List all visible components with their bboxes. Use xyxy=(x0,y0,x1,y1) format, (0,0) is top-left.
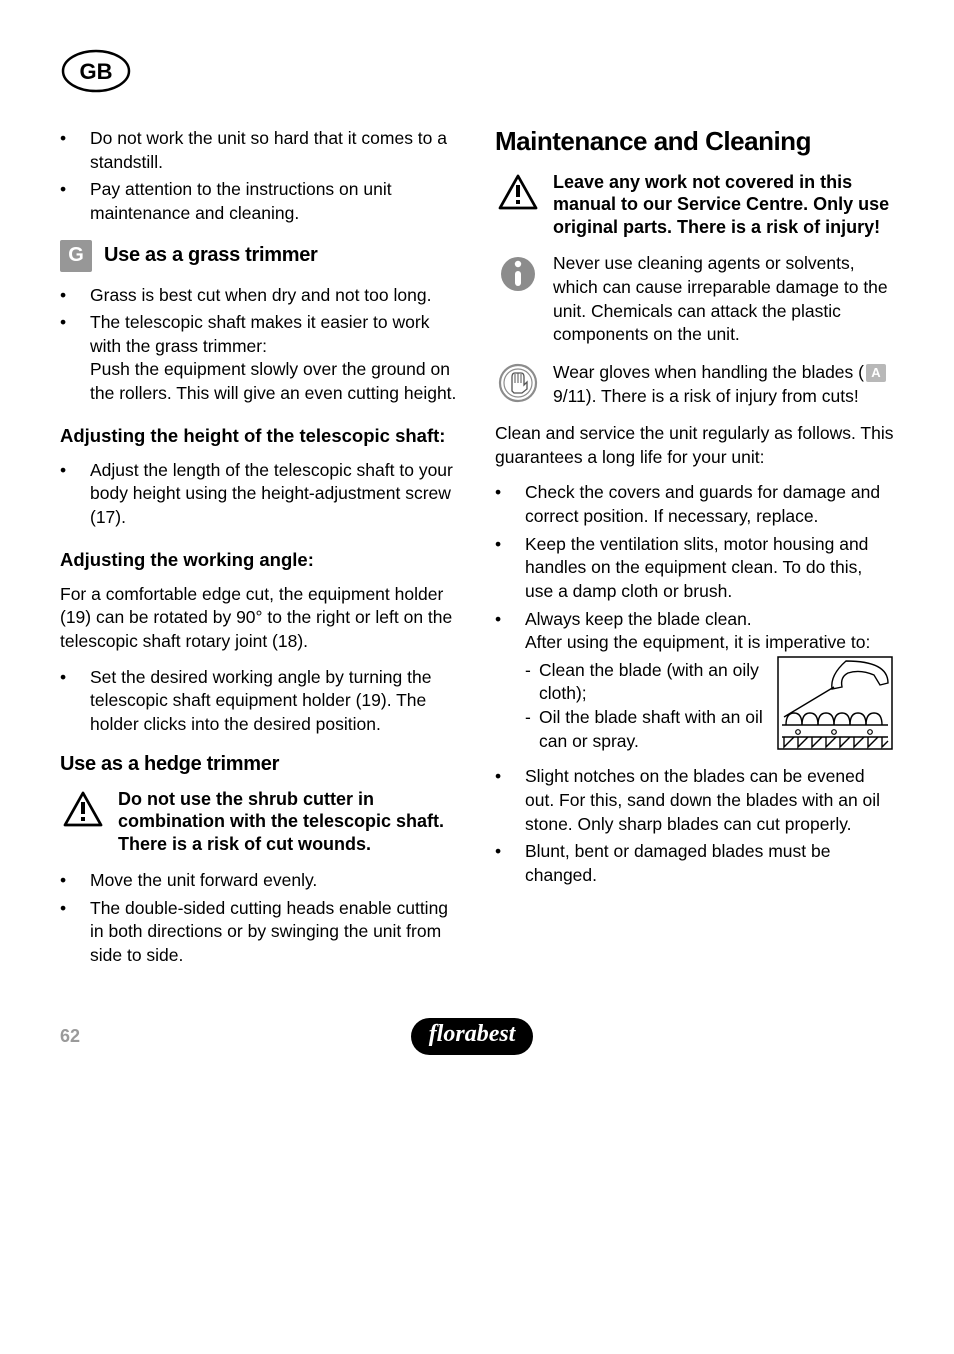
bullet-text: Pay attention to the instructions on uni… xyxy=(90,178,459,225)
warning-text: Leave any work not covered in this manua… xyxy=(553,171,894,239)
warning-block: Leave any work not covered in this manua… xyxy=(495,171,894,239)
content-columns: •Do not work the unit so hard that it co… xyxy=(60,127,894,982)
hedge-bullets: •Move the unit forward evenly. •The doub… xyxy=(60,869,459,968)
right-column: Maintenance and Cleaning Leave any work … xyxy=(495,127,894,982)
section-heading: G Use as a grass trimmer xyxy=(60,240,459,272)
dash-text: Clean the blade (with an oily cloth); xyxy=(539,659,768,706)
bullet-text: Slight notches on the blades can be even… xyxy=(525,765,894,836)
section-title: Use as a grass trimmer xyxy=(104,242,318,269)
svg-text:GB: GB xyxy=(80,59,113,84)
subheading: Adjusting the height of the telesco­pic … xyxy=(60,424,459,447)
bullet-text: The telescopic shaft makes it easier to … xyxy=(90,311,459,406)
subheading: Adjusting the working angle: xyxy=(60,548,459,571)
warning-text: Do not use the shrub cutter in combinati… xyxy=(118,788,459,856)
adj-angle-bullets: •Set the desired working angle by turn­i… xyxy=(60,666,459,737)
bullet-text: Keep the ventilation slits, motor hous­i… xyxy=(525,533,894,604)
left-column: •Do not work the unit so hard that it co… xyxy=(60,127,459,982)
warning-icon xyxy=(495,171,541,239)
warning-block: Do not use the shrub cutter in combinati… xyxy=(60,788,459,856)
page-number: 62 xyxy=(60,1026,80,1047)
bullet-text: Move the unit forward evenly. xyxy=(90,869,459,893)
bullet-text: Grass is best cut when dry and not too l… xyxy=(90,284,459,308)
ref-badge: A xyxy=(866,364,886,382)
oil-can-figure xyxy=(776,655,894,758)
paragraph: Clean and service the unit regularly as … xyxy=(495,422,894,469)
page-footer: 62 florabest xyxy=(60,1018,894,1055)
gloves-block: Wear gloves when handling the blades (A … xyxy=(495,361,894,408)
bullet-text: Adjust the length of the telescopic shaf… xyxy=(90,459,459,530)
caution-text: Never use cleaning agents or sol­vents, … xyxy=(553,252,894,347)
country-marker: GB xyxy=(60,48,894,99)
intro-bullets: •Do not work the unit so hard that it co… xyxy=(60,127,459,226)
section-badge: G xyxy=(60,240,92,272)
adj-height-bullets: •Adjust the length of the telescopic sha… xyxy=(60,459,459,530)
bullet-text: Check the covers and guards for dam­age … xyxy=(525,481,894,528)
bullet-text: Blunt, bent or damaged blades must be ch… xyxy=(525,840,894,887)
bullet-text: Set the desired working angle by turn­in… xyxy=(90,666,459,737)
bullet-text: The double-sided cutting heads enable cu… xyxy=(90,897,459,968)
bullet-text: Do not work the unit so hard that it com… xyxy=(90,127,459,174)
brand-logo: florabest xyxy=(411,1018,534,1055)
gloves-icon xyxy=(495,361,541,408)
maintenance-bullets: •Check the covers and guards for dam­age… xyxy=(495,481,894,887)
main-heading: Maintenance and Cleaning xyxy=(495,127,894,157)
dash-text: Oil the blade shaft with an oil can or s… xyxy=(539,706,768,753)
warning-icon xyxy=(60,788,106,856)
caution-block: Never use cleaning agents or sol­vents, … xyxy=(495,252,894,347)
bullet-text: Always keep the blade clean. After using… xyxy=(525,608,894,762)
grass-bullets: •Grass is best cut when dry and not too … xyxy=(60,284,459,406)
paragraph: For a comfortable edge cut, the equipmen… xyxy=(60,583,459,654)
caution-icon xyxy=(495,252,541,347)
gloves-text: Wear gloves when handling the blades (A … xyxy=(553,361,894,408)
section-title: Use as a hedge trimmer xyxy=(60,751,459,778)
